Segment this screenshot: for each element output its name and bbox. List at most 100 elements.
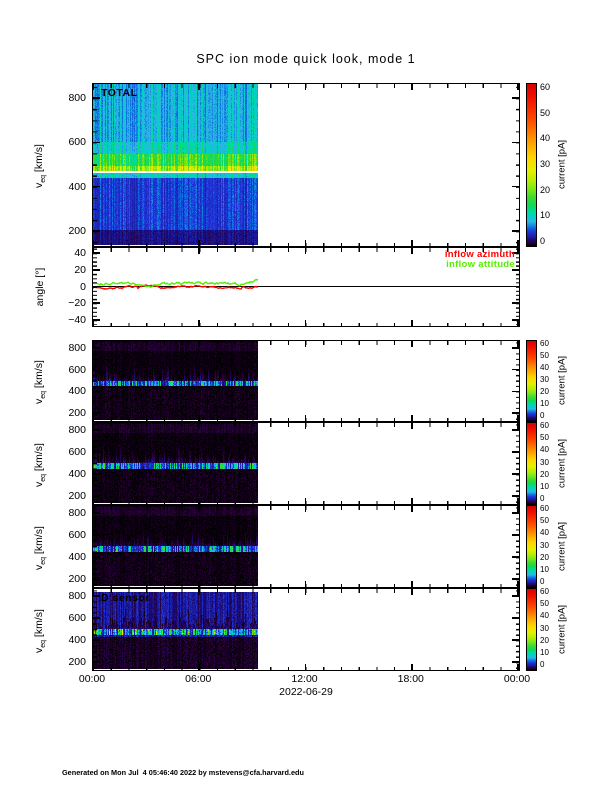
x-major-tick (304, 240, 307, 246)
panel-canvas-total (93, 84, 258, 245)
y-major-tick (93, 556, 100, 558)
colorbar-tick-label: 20 (540, 387, 549, 396)
x-major-tick (198, 341, 201, 347)
y-major-tick (93, 390, 100, 393)
colorbar-tick-label: 10 (540, 481, 549, 491)
x-major-tick (517, 498, 519, 504)
y-major-tick (93, 252, 100, 254)
y-major-tick (93, 661, 100, 663)
colorbar (526, 83, 537, 247)
x-major-tick (410, 506, 413, 512)
x-major-tick (410, 664, 413, 670)
y-tick-label: 400 (68, 468, 86, 481)
y-tick-label: 200 (68, 573, 86, 586)
y-major-tick (512, 556, 519, 558)
y-tick-label: 800 (68, 341, 86, 354)
x-major-tick (410, 240, 413, 246)
x-major-tick (198, 415, 201, 421)
x-major-tick (304, 248, 307, 254)
colorbar-tick-label: 0 (540, 577, 545, 586)
colorbar-tick-label: 40 (540, 528, 549, 538)
x-major-tick (198, 498, 201, 504)
y-major-tick (93, 97, 100, 99)
y-major-tick (93, 285, 100, 288)
y-major-tick (512, 285, 519, 288)
y-tick-label: 600 (68, 528, 86, 541)
y-major-tick (93, 512, 100, 514)
panel-canvas-sensor-c (93, 506, 258, 586)
x-major-tick (304, 498, 307, 504)
colorbar-tick-label: 0 (540, 236, 546, 246)
y-tick-label: 600 (68, 363, 86, 376)
y-minor-ticks (93, 423, 97, 503)
x-major-tick (517, 341, 519, 347)
y-major-tick (512, 390, 519, 393)
page-title: SPC ion mode quick look, mode 1 (196, 52, 416, 66)
colorbar-tick-label: 10 (540, 210, 551, 221)
colorbar-axis-title-text: current [pA] (556, 604, 568, 654)
x-major-tick (92, 341, 94, 347)
x-major-tick (304, 581, 307, 587)
y-minor-ticks (93, 506, 97, 586)
x-major-tick (410, 341, 413, 347)
y-major-tick (93, 412, 100, 414)
y-major-tick (512, 512, 519, 514)
panel-label-sensor-d: D sensor (101, 592, 150, 604)
colorbar (526, 588, 537, 671)
y-tick-label: 800 (68, 506, 86, 519)
y-major-tick (93, 495, 100, 497)
panel-total (92, 83, 520, 247)
colorbar-tick-label: 60 (540, 82, 551, 92)
x-major-tick (304, 84, 307, 90)
colorbar-tick-label: 30 (540, 623, 549, 633)
colorbar-tick-label: 40 (540, 445, 549, 455)
y-major-tick (512, 412, 519, 414)
colorbar-tick-label: 0 (540, 660, 545, 669)
x-major-tick (304, 320, 307, 326)
panel-canvas-sensor-a (93, 341, 258, 420)
y-major-tick (93, 368, 100, 371)
colorbar (526, 422, 537, 505)
y-major-tick (93, 578, 100, 580)
footer-generated-line: Generated on Mon Jul 4 05:46:40 2022 by … (62, 768, 304, 777)
x-major-tick (517, 248, 519, 254)
colorbar-axis-title-text: current [pA] (556, 355, 568, 406)
y-major-tick (93, 534, 100, 536)
colorbar (526, 340, 537, 422)
y-major-tick (512, 268, 519, 271)
x-major-tick (304, 423, 307, 429)
colorbar-axis-title-text: current [pA] (556, 438, 568, 488)
x-major-tick (410, 320, 413, 326)
colorbar-axis-title-text: current [pA] (556, 139, 568, 190)
colorbar-tick-label: 30 (540, 540, 549, 550)
colorbar-tick-label: 10 (540, 399, 549, 408)
y-axis-title-text: veq [km/s] (32, 144, 48, 189)
y-axis-title-text: angle [°] (34, 267, 46, 307)
y-major-tick (512, 661, 519, 663)
x-major-tick (198, 589, 201, 595)
colorbar-tick-label: 20 (540, 469, 549, 479)
legend-inflow-azimuth: inflow azimuth (444, 249, 515, 260)
x-major-tick (517, 415, 519, 421)
x-major-tick (517, 506, 519, 512)
y-tick-label: −20 (68, 297, 86, 310)
y-major-tick (512, 302, 519, 305)
x-major-tick (198, 320, 201, 326)
x-major-tick (517, 423, 519, 429)
x-major-tick (517, 581, 519, 587)
x-axis-tick-label: 12:00 (291, 673, 318, 685)
colorbar-tick-label: 10 (540, 647, 549, 657)
x-major-tick (198, 248, 201, 254)
x-major-tick (304, 664, 307, 670)
y-major-tick (93, 302, 100, 305)
panel-sensor-a (92, 340, 520, 422)
colorbar-tick-label: 50 (540, 516, 549, 526)
colorbar-tick-label: 30 (540, 159, 551, 169)
x-axis-tick-label: 00:00 (503, 673, 531, 685)
y-minor-ticks (515, 84, 519, 245)
colorbar-tick-label: 60 (540, 504, 549, 513)
x-axis-tick-label: 00:00 (78, 673, 106, 685)
y-major-tick (93, 617, 100, 619)
x-major-tick (410, 498, 413, 504)
